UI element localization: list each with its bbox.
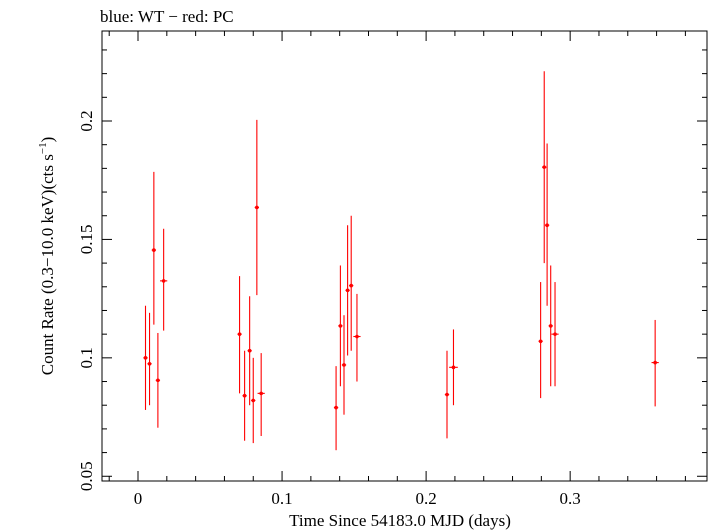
data-point [147, 312, 152, 406]
y-tick-label: 0.15 [77, 225, 96, 255]
x-tick-label: 0.1 [271, 489, 292, 508]
point-marker [538, 339, 543, 344]
data-point [251, 357, 256, 444]
data-point [548, 265, 553, 387]
point-marker [338, 324, 343, 328]
y-axis-label: Count Rate (0.3−10.0 keV)(cts s−1) [37, 137, 57, 376]
point-marker [548, 324, 553, 328]
point-marker [237, 332, 242, 336]
point-marker [334, 405, 338, 410]
data-point [651, 319, 659, 407]
x-tick-label: 0 [134, 489, 143, 508]
data-point [449, 329, 458, 406]
y-axis-label-sup: −1 [37, 142, 49, 154]
point-marker [445, 392, 449, 397]
point-marker [152, 248, 156, 252]
data-point [551, 282, 559, 387]
x-tick-label: 0.2 [415, 489, 436, 508]
y-axis-label-end: ) [38, 137, 57, 143]
data-point [444, 350, 450, 439]
x-tick-label: 0.3 [560, 489, 581, 508]
data-point [151, 171, 157, 325]
point-marker [545, 223, 549, 228]
point-marker [355, 334, 359, 339]
data-point [542, 71, 547, 264]
point-marker [542, 165, 547, 169]
data-point [254, 119, 260, 296]
x-axis: 0 0.1 0.2 0.3 [108, 31, 686, 508]
data-point [353, 293, 361, 382]
point-marker [342, 363, 346, 367]
point-marker [345, 288, 350, 293]
y-tick-label: 0.05 [77, 461, 96, 491]
chart-title: blue: WT − red: PC [100, 7, 234, 26]
data-point [345, 225, 350, 356]
point-marker [247, 348, 252, 353]
data-point [143, 305, 148, 410]
y-axis-label-main: Count Rate (0.3−10.0 keV)(cts s [38, 154, 57, 375]
data-point [349, 215, 354, 351]
plot-frame [101, 30, 708, 482]
data-point [155, 332, 161, 428]
x-axis-label: Time Since 54183.0 MJD (days) [289, 511, 511, 530]
data-point [257, 353, 265, 436]
data-point [242, 350, 247, 441]
data-point [160, 228, 168, 331]
point-marker [255, 205, 259, 210]
data-point [341, 315, 347, 415]
point-marker [553, 332, 557, 336]
data-point [544, 143, 550, 306]
data-point [338, 265, 343, 387]
y-tick-label: 0.2 [77, 110, 96, 131]
point-marker [451, 365, 456, 370]
y-axis: 0.05 0.1 0.15 0.2 [77, 49, 707, 491]
point-marker [242, 393, 247, 398]
point-marker [143, 356, 148, 360]
data-point [247, 296, 252, 406]
point-marker [349, 283, 354, 288]
point-marker [251, 398, 256, 403]
point-marker [147, 361, 152, 366]
data-point [333, 366, 339, 451]
data-point [538, 282, 543, 399]
point-marker [161, 279, 166, 283]
y-tick-label: 0.1 [77, 347, 96, 368]
point-marker [259, 391, 263, 396]
point-marker [156, 378, 160, 383]
data-point [237, 276, 242, 394]
data-points [143, 71, 659, 451]
point-marker [653, 360, 657, 365]
